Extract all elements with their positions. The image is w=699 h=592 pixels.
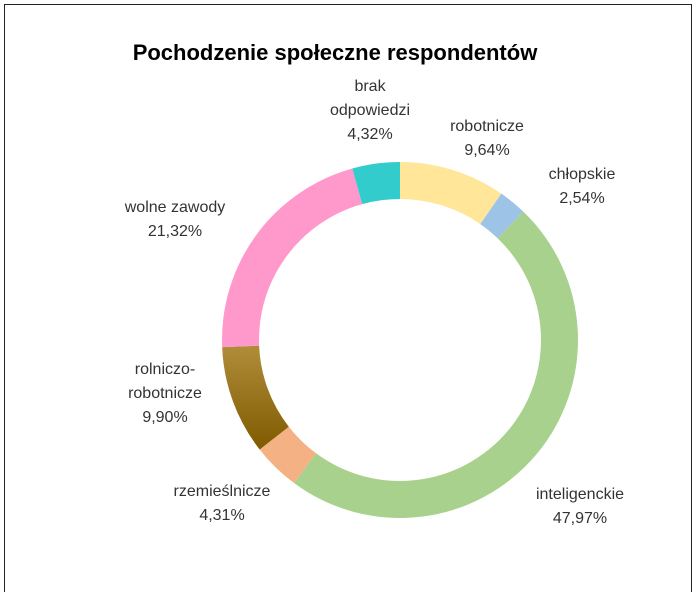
donut-segment [222,345,289,450]
chart-title: Pochodzenie społeczne respondentów [132,40,538,65]
category-label: rolniczo-robotnicze [128,361,202,402]
category-label: rzemieślnicze [173,483,271,500]
data-label: wolne zawody 21,32% [75,196,275,244]
data-label: robotnicze 9,64% [387,115,587,163]
donut-segment [294,211,579,519]
data-label: inteligenckie 47,97% [480,483,680,531]
data-label: rolniczo-robotnicze 9,90% [115,358,215,430]
donut-segment [222,168,363,348]
donut-segment [352,162,400,205]
value-label: 9,90% [142,409,188,426]
value-label: 21,32% [147,223,203,240]
value-label: 2,54% [559,190,605,207]
donut-segment [480,193,524,239]
chart-frame [4,4,692,592]
category-label: wolne zawody [124,199,226,216]
category-label: robotnicze [450,118,524,135]
value-label: 4,32% [347,126,393,143]
donut-segment [400,162,502,225]
category-label: chłopskie [548,166,616,183]
donut-segment [259,426,317,484]
category-label: inteligenckie [535,486,625,503]
value-label: 4,31% [199,507,245,524]
value-label: 47,97% [552,510,608,527]
category-label: brak odpowiedzi [329,78,411,119]
data-label: brak odpowiedzi 4,32% [320,75,420,147]
data-label: chłopskie 2,54% [482,163,682,211]
data-label: rzemieślnicze 4,31% [122,480,322,528]
value-label: 9,64% [464,142,510,159]
